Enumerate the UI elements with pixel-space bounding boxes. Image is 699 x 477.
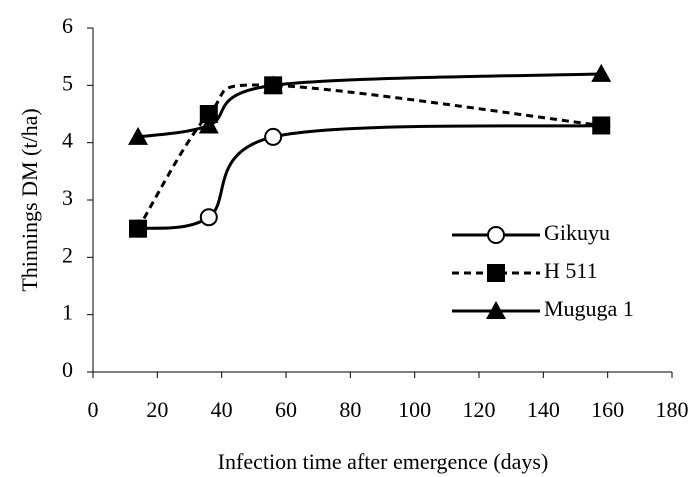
x-tick-label: 140 [527, 397, 560, 422]
y-tick-label: 1 [62, 300, 73, 325]
marker [592, 116, 611, 135]
x-tick-label: 120 [463, 397, 496, 422]
x-axis-label: Infection time after emergence (days) [218, 449, 549, 474]
marker [128, 126, 149, 145]
y-tick-label: 4 [62, 128, 73, 153]
x-tick-label: 0 [88, 397, 99, 422]
legend-label: Gikuyu [544, 220, 610, 245]
marker [199, 208, 218, 227]
y-tick-label: 0 [62, 357, 73, 382]
x-tick-label: 180 [656, 397, 689, 422]
marker [591, 63, 612, 82]
marker [199, 105, 218, 123]
y-tick-label: 2 [62, 242, 73, 267]
marker [129, 219, 148, 238]
x-tick-label: 60 [275, 397, 297, 422]
y-tick-label: 3 [62, 185, 73, 210]
y-tick-label: 6 [62, 13, 73, 38]
series-line [137, 123, 602, 231]
legend-marker [486, 301, 506, 319]
marker [198, 115, 219, 134]
marker [263, 75, 284, 94]
x-tick-label: 160 [591, 397, 624, 422]
x-tick-label: 80 [339, 397, 361, 422]
series-line [137, 72, 602, 139]
legend-marker [487, 226, 505, 244]
legend-marker [487, 264, 505, 282]
y-axis-label: Thinnings DM (t/ha) [17, 108, 42, 291]
legend-label: Muguga 1 [544, 296, 634, 321]
x-tick-label: 40 [211, 397, 233, 422]
series-line [136, 83, 602, 230]
y-tick-label: 5 [62, 70, 73, 95]
marker [264, 127, 283, 146]
x-tick-label: 20 [146, 397, 168, 422]
x-tick-label: 100 [398, 397, 431, 422]
legend-label: H 511 [544, 258, 598, 283]
